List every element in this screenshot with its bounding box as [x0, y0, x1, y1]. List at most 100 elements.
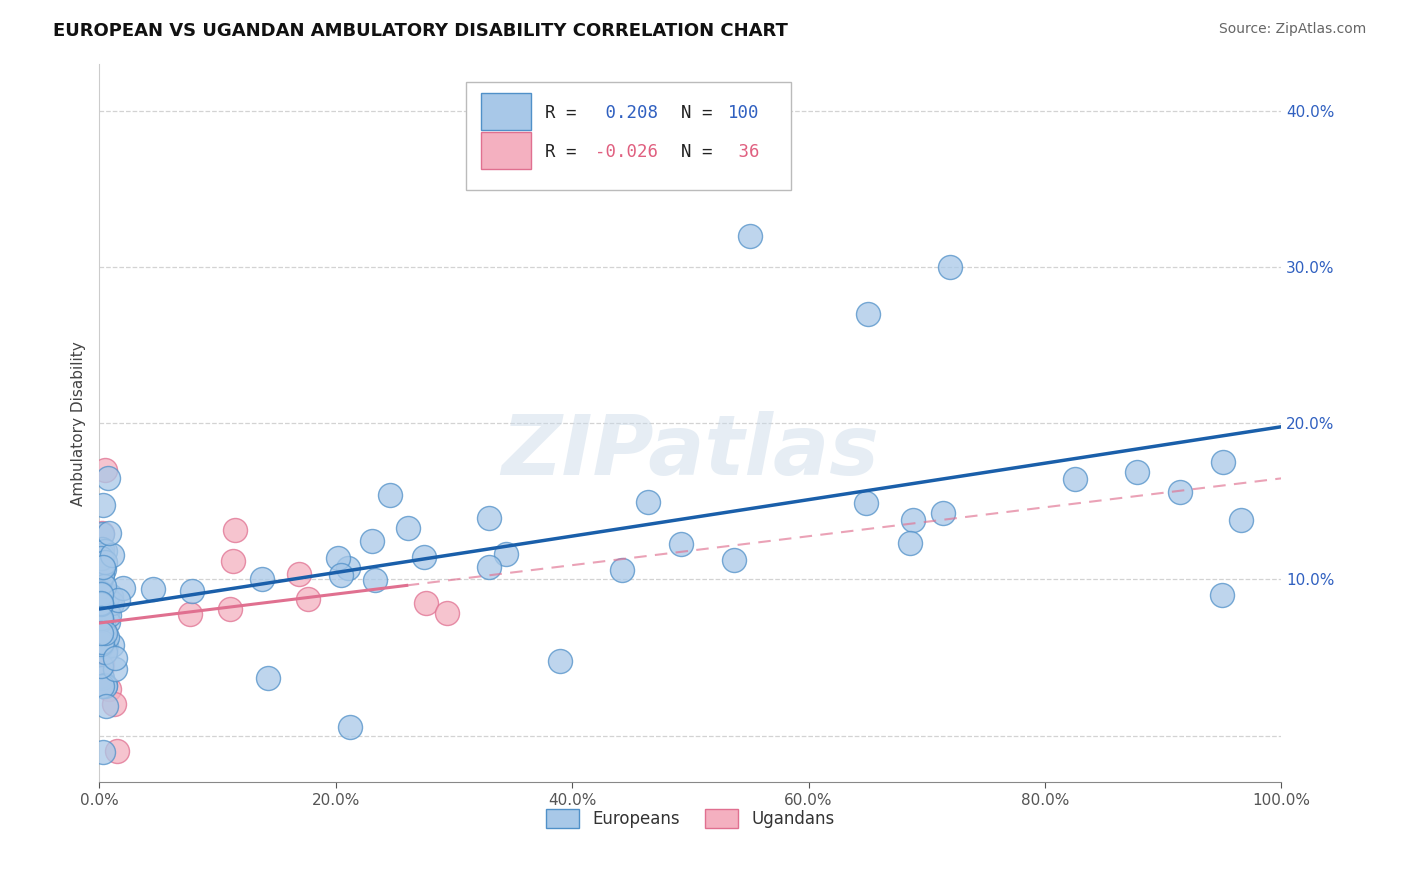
Point — [91, 526, 114, 541]
Point — [856, 307, 879, 321]
Point — [90, 607, 112, 622]
Point — [90, 640, 112, 654]
Point — [550, 654, 572, 668]
Point — [436, 606, 458, 620]
Point — [91, 541, 114, 556]
Point — [855, 495, 877, 509]
Point — [90, 582, 112, 597]
Point — [1212, 454, 1234, 468]
Point — [98, 526, 121, 541]
Point — [1230, 513, 1253, 527]
Point — [101, 549, 124, 563]
Point — [93, 562, 115, 576]
Point — [93, 559, 115, 574]
Point — [90, 603, 112, 617]
Text: ZIPatlas: ZIPatlas — [502, 411, 879, 492]
Point — [91, 526, 114, 541]
Point — [91, 671, 114, 685]
Point — [105, 744, 128, 758]
Point — [100, 590, 122, 604]
Point — [738, 228, 761, 243]
Point — [104, 651, 127, 665]
Point — [90, 666, 112, 681]
Point — [97, 471, 120, 485]
Point — [94, 679, 117, 693]
Text: 100: 100 — [728, 103, 759, 122]
Point — [415, 596, 437, 610]
Point — [1211, 588, 1233, 602]
Point — [330, 568, 353, 582]
Point — [252, 573, 274, 587]
FancyBboxPatch shape — [481, 132, 531, 169]
Point — [93, 624, 115, 638]
Point — [90, 607, 112, 622]
Text: 36: 36 — [728, 143, 759, 161]
Point — [898, 536, 921, 550]
Point — [96, 591, 118, 605]
Point — [478, 560, 501, 574]
Point — [637, 495, 659, 509]
Point — [91, 551, 114, 566]
Point — [1168, 485, 1191, 500]
Point — [90, 657, 112, 671]
Point — [90, 598, 112, 612]
Point — [101, 638, 124, 652]
Point — [219, 602, 242, 616]
Point — [96, 630, 118, 644]
Point — [90, 588, 112, 602]
Point — [91, 624, 114, 638]
Point — [93, 627, 115, 641]
Point — [90, 611, 112, 625]
Point — [90, 618, 112, 632]
Point — [94, 645, 117, 659]
Point — [90, 599, 112, 613]
Point — [224, 523, 246, 537]
Point — [1064, 472, 1087, 486]
Point — [94, 555, 117, 569]
Point — [412, 550, 434, 565]
Point — [90, 582, 112, 597]
Point — [610, 562, 633, 576]
Text: Source: ZipAtlas.com: Source: ZipAtlas.com — [1219, 22, 1367, 37]
Point — [90, 560, 112, 574]
Text: 0.208: 0.208 — [595, 103, 658, 122]
Point — [361, 533, 384, 548]
Point — [90, 598, 112, 612]
Text: N =: N = — [681, 103, 723, 122]
Point — [93, 644, 115, 658]
Point — [93, 625, 115, 640]
Point — [297, 592, 319, 607]
Point — [90, 596, 112, 610]
Point — [90, 679, 112, 693]
Point — [107, 593, 129, 607]
Point — [90, 621, 112, 635]
FancyBboxPatch shape — [481, 93, 531, 130]
Point — [96, 607, 118, 621]
Point — [90, 619, 112, 633]
Text: -0.026: -0.026 — [595, 143, 658, 161]
Point — [901, 513, 924, 527]
Point — [94, 543, 117, 558]
Y-axis label: Ambulatory Disability: Ambulatory Disability — [72, 341, 86, 506]
Point — [90, 658, 112, 673]
Point — [90, 637, 112, 651]
Point — [179, 607, 201, 621]
Point — [90, 587, 112, 601]
Point — [1126, 465, 1149, 479]
Point — [90, 634, 112, 648]
Point — [91, 548, 114, 562]
Point — [671, 537, 693, 551]
Point — [90, 677, 112, 691]
Point — [111, 581, 134, 595]
Point — [94, 625, 117, 640]
Point — [91, 498, 114, 512]
Point — [90, 612, 112, 626]
Point — [90, 639, 112, 653]
Point — [94, 463, 117, 477]
Point — [98, 607, 121, 622]
Point — [97, 681, 120, 696]
Point — [90, 585, 112, 599]
FancyBboxPatch shape — [465, 82, 792, 190]
Legend: Europeans, Ugandans: Europeans, Ugandans — [538, 803, 842, 835]
Point — [723, 553, 745, 567]
